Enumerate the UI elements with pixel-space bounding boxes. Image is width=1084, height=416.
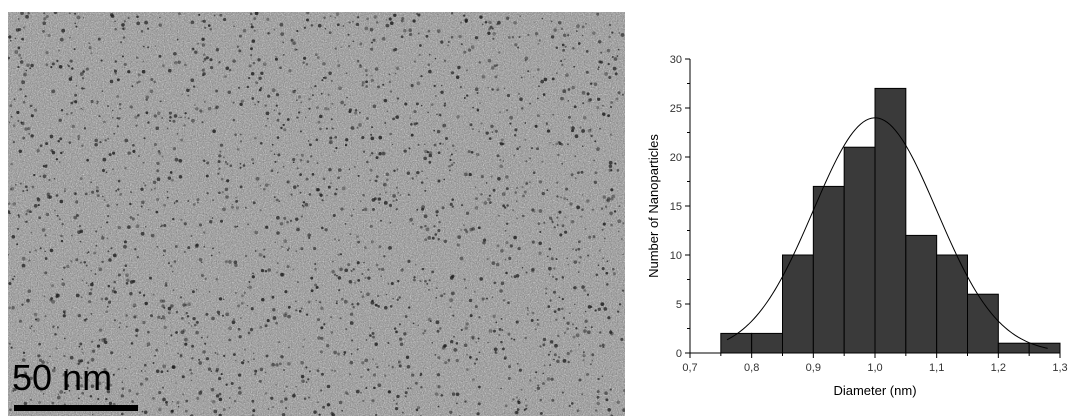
histogram-bar-8 (967, 293, 999, 354)
y-tick-label-1: 5 (676, 299, 682, 311)
x-tick-label-3: 1,0 (867, 362, 882, 374)
histogram-bar-1 (751, 332, 783, 354)
histogram-bar-6 (905, 234, 938, 354)
scale-bar (14, 405, 138, 411)
y-tick-label-6: 30 (670, 54, 682, 66)
histogram-bar-4 (843, 146, 876, 354)
gaussian-fit-curve (726, 117, 1048, 349)
x-tick-label-2: 0,9 (806, 362, 821, 374)
histogram-bar-2 (782, 254, 814, 354)
histogram-bar-7 (936, 254, 968, 354)
y-tick-label-0: 0 (676, 348, 682, 360)
histogram-chart: 0,7 0,8 0,9 1,0 1,1 1,2 1,3 0 5 10 15 20 25 30 Diamete… (640, 40, 1084, 416)
y-tick-label-2: 10 (670, 250, 682, 262)
x-tick-label-5: 1,2 (991, 362, 1006, 374)
nanoparticle-dots (8, 12, 625, 416)
x-tick-label-0: 0,7 (682, 362, 697, 374)
y-tick-label-4: 20 (670, 152, 682, 164)
y-axis-title: Number of Nanoparticles (646, 134, 661, 278)
x-tick-label-4: 1,1 (929, 362, 944, 374)
x-tick-label-6: 1,3 (1052, 362, 1067, 374)
histogram-bar-9 (997, 342, 1030, 354)
histogram-bar-0 (720, 332, 753, 354)
tem-image (8, 12, 625, 416)
histogram-bar-5 (874, 87, 907, 354)
x-axis-title: Diameter (nm) (833, 383, 916, 398)
histogram-svg: 0,7 0,8 0,9 1,0 1,1 1,2 1,3 0 5 10 15 20 25 30 Diamete… (646, 54, 1068, 398)
x-tick-label-1: 0,8 (744, 362, 759, 374)
histogram-bar-3 (812, 185, 845, 354)
y-tick-label-5: 25 (670, 103, 682, 115)
tem-micrograph (8, 12, 625, 416)
y-tick-label-3: 15 (670, 201, 682, 213)
scale-bar-label: 50 nm (12, 357, 113, 398)
